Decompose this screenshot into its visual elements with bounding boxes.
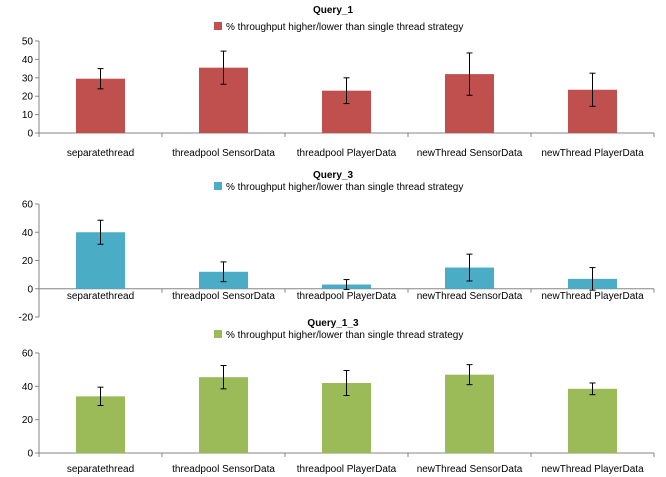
category-label: threadpool PlayerData <box>297 464 397 475</box>
y-tick-label: 0 <box>27 284 33 295</box>
chart-title: Query_1_3 <box>307 318 359 329</box>
y-tick-label: 10 <box>22 110 34 121</box>
category-label: threadpool PlayerData <box>297 291 397 302</box>
category-label: newThread SensorData <box>417 291 523 302</box>
y-tick-label: 40 <box>22 382 34 393</box>
category-label: newThread SensorData <box>417 464 523 475</box>
category-label: separatethread <box>67 148 134 159</box>
y-tick-label: 30 <box>22 73 34 84</box>
category-label: threadpool SensorData <box>172 291 275 302</box>
y-tick-label: 20 <box>22 92 34 103</box>
bar <box>568 389 617 453</box>
legend-label: % throughput higher/lower than single th… <box>226 22 463 33</box>
legend-swatch <box>214 182 222 190</box>
y-tick-label: 0 <box>27 129 33 140</box>
y-tick-label: 60 <box>22 349 34 360</box>
chart-0: Query_1 % throughput higher/lower than si… <box>22 5 654 159</box>
y-tick-label: 20 <box>22 415 34 426</box>
bar <box>445 375 494 453</box>
y-tick-label: 20 <box>22 256 34 267</box>
category-label: newThread PlayerData <box>541 291 644 302</box>
y-tick-label: 40 <box>22 228 34 239</box>
category-label: newThread PlayerData <box>541 464 644 475</box>
y-tick-label: 50 <box>22 37 34 48</box>
legend-swatch <box>214 330 222 338</box>
chart-1: Query_3% throughput higher/lower than si… <box>19 170 654 324</box>
chart-title: Query_3 <box>313 170 353 181</box>
category-label: threadpool SensorData <box>172 464 275 475</box>
category-label: newThread PlayerData <box>541 148 644 159</box>
chart-title: Query_1 <box>313 5 353 16</box>
chart-2: Query_1_3% throughput higher/lower than … <box>22 318 654 475</box>
legend-swatch <box>214 22 222 30</box>
y-tick-label: 60 <box>22 200 34 211</box>
category-label: newThread SensorData <box>417 148 523 159</box>
legend-label: % throughput higher/lower than single th… <box>226 330 463 341</box>
category-label: separatethread <box>67 464 134 475</box>
category-label: threadpool SensorData <box>172 148 275 159</box>
y-tick-label: 0 <box>27 449 33 460</box>
legend-label: % throughput higher/lower than single th… <box>226 182 463 193</box>
y-tick-label: 40 <box>22 55 34 66</box>
y-tick-label: -20 <box>19 313 34 324</box>
category-label: separatethread <box>67 291 134 302</box>
category-label: threadpool PlayerData <box>297 148 397 159</box>
